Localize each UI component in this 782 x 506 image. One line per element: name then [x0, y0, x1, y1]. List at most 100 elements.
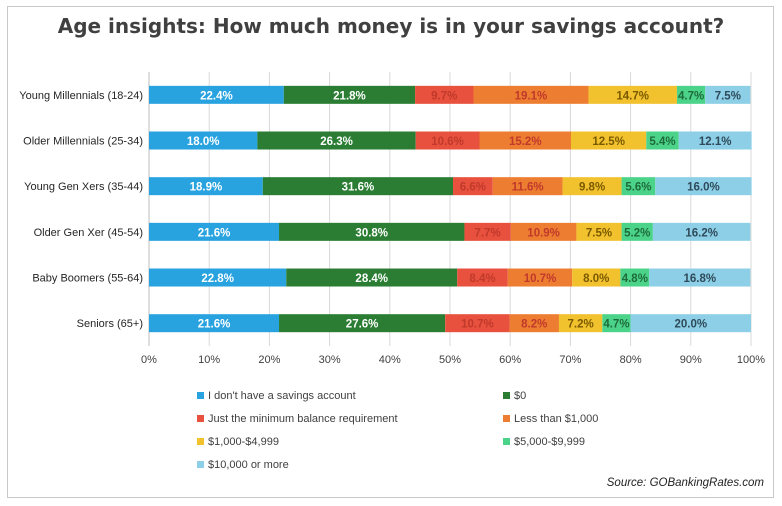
bar-segment: [652, 222, 751, 241]
data-label: 9.7%: [431, 90, 457, 102]
bar-segment: [621, 177, 656, 196]
data-label: 8.0%: [583, 273, 609, 285]
x-tick-label: 50%: [439, 354, 461, 366]
bar-segment: [149, 131, 258, 150]
x-tick-label: 20%: [258, 354, 280, 366]
legend-label: I don't have a savings account: [208, 390, 356, 402]
bar-segment: [479, 131, 572, 150]
data-label: 26.3%: [320, 136, 353, 148]
bar-segment: [415, 85, 474, 104]
data-label: 4.8%: [622, 273, 648, 285]
legend-label: $1,000-$4,999: [208, 436, 279, 448]
source-note: Source: GOBankingRates.com: [606, 477, 764, 489]
category-label: Seniors (65+): [77, 318, 143, 330]
data-label: 10.7%: [524, 273, 557, 285]
legend-swatch: [503, 415, 510, 422]
data-label: 6.6%: [460, 182, 486, 194]
x-tick-label: 70%: [559, 354, 581, 366]
data-label: 15.2%: [509, 136, 542, 148]
legend-swatch: [197, 438, 204, 445]
bar-segment: [415, 131, 480, 150]
data-label: 16.2%: [685, 227, 718, 239]
bar-segment: [283, 85, 416, 104]
bar-segment: [676, 85, 706, 104]
bar-segment: [562, 177, 622, 196]
data-label: 4.7%: [678, 90, 704, 102]
x-tick-label: 80%: [620, 354, 642, 366]
legend-swatch: [197, 461, 204, 468]
bar-segment: [279, 314, 446, 333]
data-label: 8.4%: [469, 273, 495, 285]
x-tick-label: 30%: [319, 354, 341, 366]
data-label: 10.7%: [461, 319, 494, 331]
data-label: 21.6%: [198, 227, 231, 239]
data-label: 30.8%: [355, 227, 388, 239]
bar-segment: [510, 222, 577, 241]
data-label: 14.7%: [616, 90, 649, 102]
x-tick-label: 0%: [141, 354, 157, 366]
bar-segment: [262, 177, 454, 196]
data-label: 9.8%: [579, 182, 605, 194]
legend-swatch: [503, 438, 510, 445]
bar-segment: [646, 131, 679, 150]
bar-segment: [457, 268, 508, 287]
data-label: 7.2%: [568, 319, 594, 331]
data-label: 22.4%: [200, 90, 233, 102]
data-label: 5.2%: [624, 227, 650, 239]
bar-segment: [492, 177, 563, 196]
chart-title: Age insights: How much money is in your …: [57, 14, 725, 38]
category-label: Young Gen Xers (35-44): [24, 181, 143, 193]
legend-label: $5,000-$9,999: [514, 436, 585, 448]
data-label: 18.9%: [190, 182, 223, 194]
data-label: 19.1%: [515, 90, 548, 102]
data-label: 10.9%: [527, 227, 560, 239]
legend-swatch: [197, 415, 204, 422]
bar-segment: [571, 131, 647, 150]
bar-segment: [279, 222, 465, 241]
data-label: 21.8%: [333, 90, 366, 102]
data-label: 31.6%: [342, 182, 375, 194]
data-label: 16.0%: [687, 182, 720, 194]
x-tick-label: 100%: [737, 354, 765, 366]
legend-label: $0: [514, 390, 526, 402]
legend-label: Just the minimum balance requirement: [208, 413, 398, 425]
category-label: Older Gen Xer (45-54): [34, 227, 143, 239]
bar-segment: [678, 131, 752, 150]
data-label: 8.2%: [521, 319, 547, 331]
category-label: Older Millennials (25-34): [23, 136, 143, 148]
bar-segment: [445, 314, 510, 333]
data-label: 22.8%: [201, 273, 234, 285]
x-tick-label: 40%: [379, 354, 401, 366]
x-tick-label: 90%: [680, 354, 702, 366]
bar-segment: [509, 314, 559, 333]
bar-segment: [149, 222, 280, 241]
x-tick-label: 10%: [198, 354, 220, 366]
data-label: 28.4%: [355, 273, 388, 285]
data-label: 5.4%: [649, 136, 675, 148]
bar-segment: [649, 268, 751, 287]
bar-segment: [620, 268, 650, 287]
data-label: 7.5%: [586, 227, 612, 239]
bar-segment: [507, 268, 573, 287]
bar-segment: [149, 177, 263, 196]
bar-segment: [655, 177, 752, 196]
category-label: Baby Boomers (55-64): [32, 273, 143, 285]
bar-segment: [149, 85, 284, 104]
bar-segment: [453, 177, 493, 196]
bar-segment: [621, 222, 653, 241]
legend-label: Less than $1,000: [514, 413, 598, 425]
legend-swatch: [197, 392, 204, 399]
data-label: 10.6%: [431, 136, 464, 148]
legend-label: $10,000 or more: [208, 459, 289, 471]
bar-segment: [602, 314, 631, 333]
data-label: 27.6%: [346, 319, 379, 331]
bar-segment: [149, 314, 280, 333]
data-label: 12.5%: [592, 136, 625, 148]
data-label: 4.7%: [603, 319, 629, 331]
category-label: Young Millennials (18-24): [19, 90, 143, 102]
data-label: 21.6%: [198, 319, 231, 331]
bar-segment: [576, 222, 622, 241]
bar-segment: [286, 268, 458, 287]
bar-segment: [257, 131, 416, 150]
